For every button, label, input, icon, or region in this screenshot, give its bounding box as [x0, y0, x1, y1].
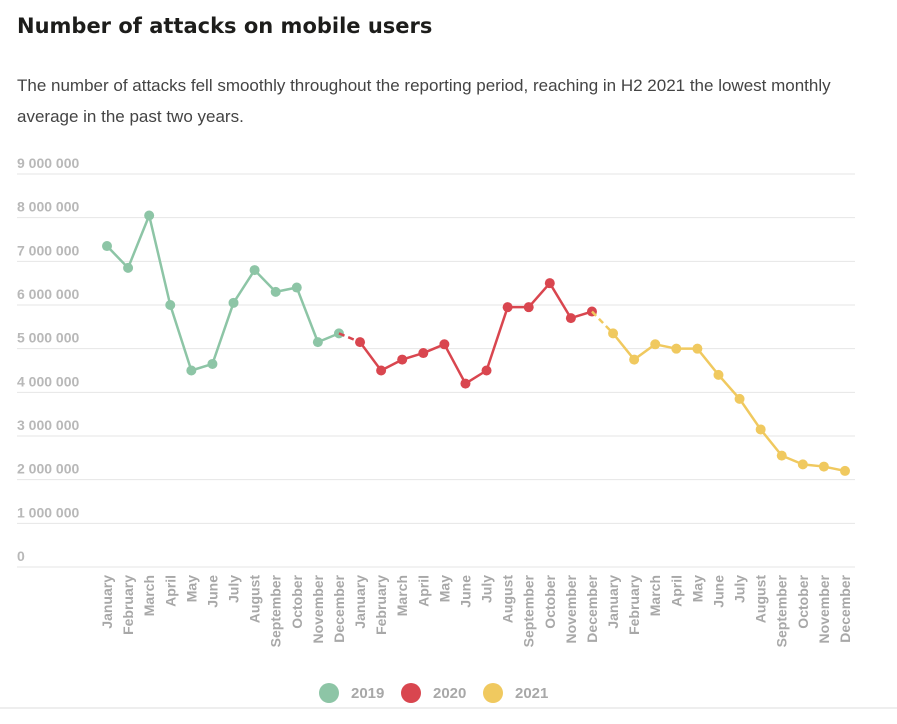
x-tick-label: October — [542, 574, 558, 628]
data-point — [123, 262, 134, 273]
x-tick-label: April — [668, 575, 684, 607]
x-tick-label: July — [732, 575, 748, 603]
data-point — [544, 278, 555, 289]
x-tick-label: October — [289, 574, 305, 628]
x-tick-label: January — [605, 575, 621, 629]
y-tick-label: 6 000 000 — [17, 286, 79, 302]
chart-subtitle: The number of attacks fell smoothly thro… — [17, 76, 831, 126]
data-point — [502, 302, 513, 313]
x-tick-label: March — [141, 575, 157, 616]
data-point — [102, 241, 112, 252]
x-tick-label: May — [436, 575, 452, 602]
data-point — [608, 328, 619, 339]
y-tick-label: 4 000 000 — [17, 373, 79, 389]
legend-label: 2019 — [351, 685, 384, 702]
x-tick-label: September — [774, 574, 790, 647]
data-point — [692, 343, 703, 354]
data-point — [818, 461, 829, 472]
y-tick-label: 9 000 000 — [17, 155, 79, 171]
series-line — [106, 214, 340, 372]
data-point — [734, 393, 745, 404]
x-tick-label: April — [162, 575, 178, 607]
data-point — [418, 348, 429, 359]
y-tick-label: 1 000 000 — [17, 504, 79, 520]
y-tick-label: 7 000 000 — [17, 242, 79, 258]
chart-title: Number of attacks on mobile users — [17, 14, 433, 38]
x-tick-label: February — [626, 575, 642, 635]
x-tick-label: August — [753, 575, 769, 624]
data-point — [186, 365, 197, 376]
legend-label: 2021 — [515, 685, 548, 702]
data-point — [228, 297, 239, 308]
y-tick-label: 8 000 000 — [17, 199, 79, 215]
x-tick-label: February — [373, 575, 389, 635]
x-tick-label: December — [584, 574, 600, 642]
x-tick-label: November — [816, 574, 832, 643]
legend-label: 2020 — [433, 685, 466, 702]
x-tick-label: November — [563, 574, 579, 643]
data-point — [755, 424, 766, 435]
data-point — [249, 265, 260, 276]
data-point — [460, 378, 471, 389]
legend-swatch — [319, 683, 339, 703]
y-tick-label: 5 000 000 — [17, 330, 79, 346]
data-point — [376, 365, 387, 376]
x-tick-label: January — [99, 575, 115, 629]
y-tick-label: 0 — [17, 548, 25, 564]
legend-swatch — [483, 683, 503, 703]
series-connector — [591, 310, 614, 335]
data-point — [439, 339, 450, 350]
data-point — [713, 369, 724, 380]
data-point — [840, 465, 850, 476]
series-line — [359, 281, 593, 385]
x-tick-label: June — [710, 575, 726, 608]
x-tick-label: July — [479, 575, 495, 603]
y-tick-label: 2 000 000 — [17, 461, 79, 477]
data-point — [291, 282, 302, 293]
data-point — [523, 302, 534, 313]
x-tick-label: June — [204, 575, 220, 608]
x-tick-label: August — [247, 575, 263, 624]
data-point — [207, 358, 218, 369]
data-point — [165, 300, 176, 310]
data-point — [797, 459, 808, 470]
data-point — [144, 210, 155, 221]
data-point — [671, 343, 682, 354]
data-point — [650, 339, 661, 350]
x-tick-label: July — [226, 575, 242, 603]
legend-swatch — [401, 683, 421, 703]
data-point — [565, 313, 576, 324]
y-tick-label: 3 000 000 — [17, 417, 79, 433]
data-point — [776, 450, 787, 461]
series-line — [612, 332, 846, 473]
data-point — [397, 354, 408, 365]
x-tick-label: June — [457, 575, 473, 608]
x-tick-label: March — [394, 575, 410, 616]
x-tick-label: May — [183, 575, 199, 602]
x-tick-label: January — [352, 575, 368, 629]
data-point — [629, 354, 640, 365]
x-tick-label: October — [795, 574, 811, 628]
data-point — [481, 365, 492, 376]
x-tick-label: April — [415, 575, 431, 607]
x-tick-label: September — [521, 574, 537, 647]
x-tick-label: May — [689, 575, 705, 602]
data-point — [270, 286, 281, 297]
x-tick-label: November — [310, 574, 326, 643]
series-connector — [338, 332, 361, 344]
data-point — [355, 337, 366, 348]
x-tick-label: August — [500, 575, 516, 624]
x-tick-label: December — [837, 574, 853, 642]
data-point — [312, 337, 323, 348]
x-tick-label: February — [120, 575, 136, 635]
x-tick-label: September — [268, 574, 284, 647]
x-tick-label: December — [331, 574, 347, 642]
x-tick-label: March — [647, 575, 663, 616]
